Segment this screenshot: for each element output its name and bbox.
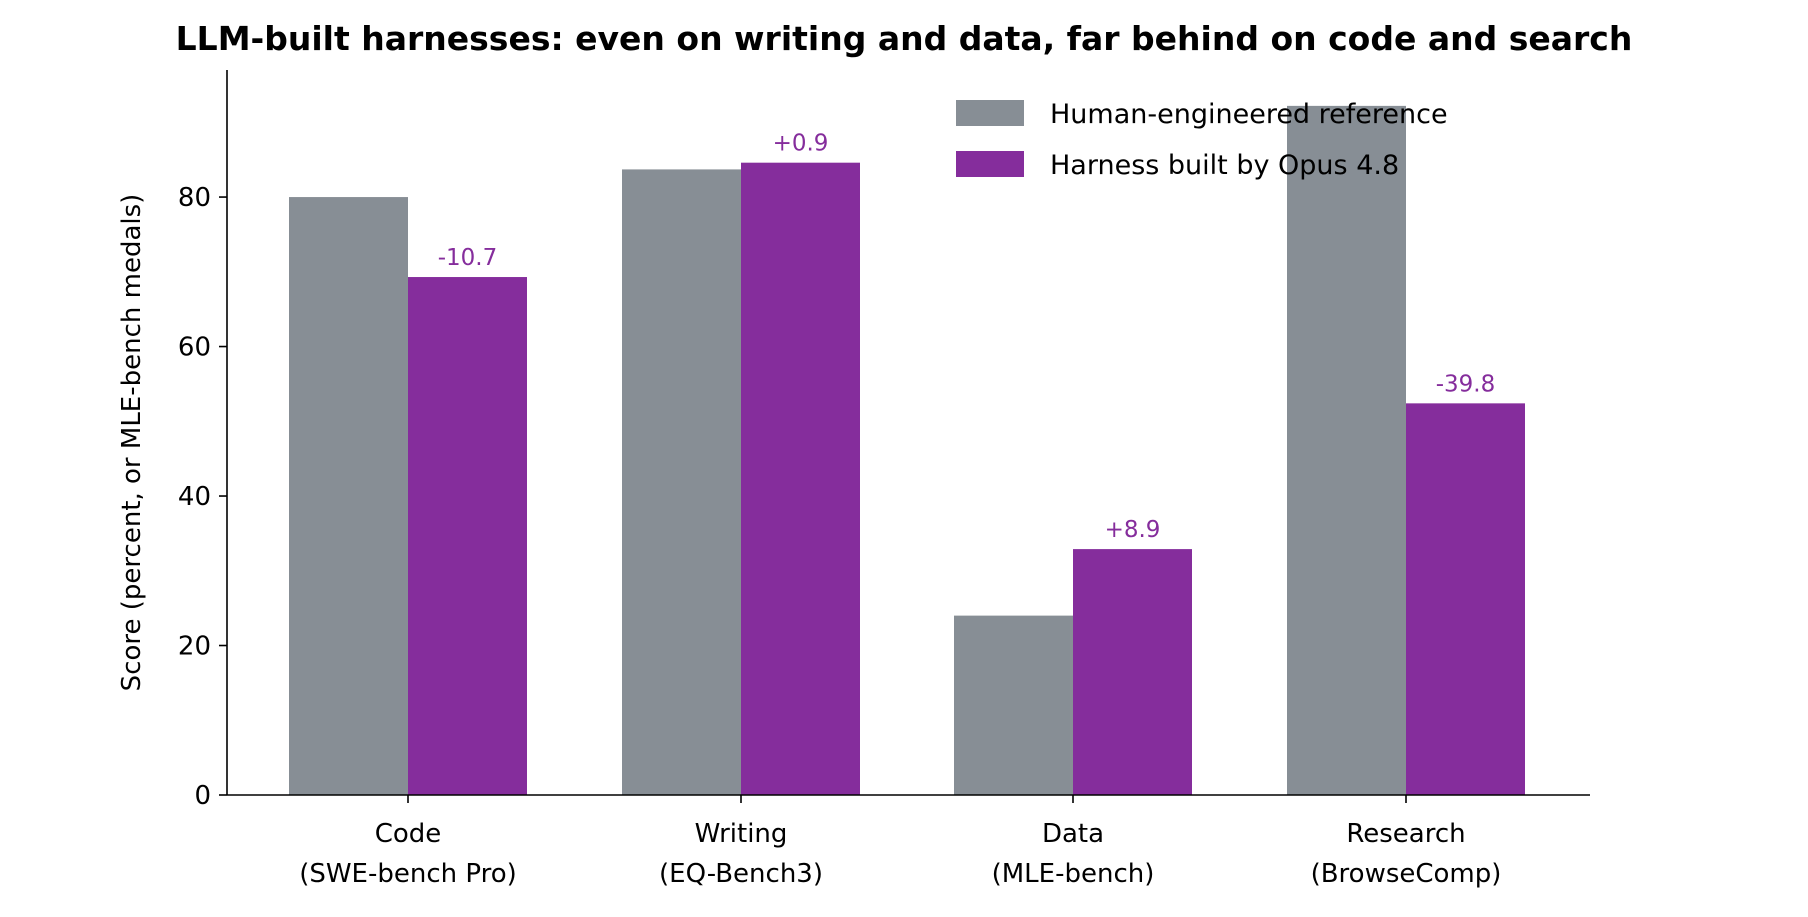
bar-opus-0: [408, 277, 527, 795]
bar-human-3: [1287, 105, 1406, 796]
bar-human-2: [954, 615, 1073, 795]
x-tick-label-1-1: (EQ-Bench3): [659, 859, 823, 889]
x-tick-label-2-0: Data: [1042, 819, 1104, 849]
x-tick-label-3-1: (BrowseComp): [1311, 859, 1502, 889]
legend-label-0: Human-engineered reference: [1050, 99, 1448, 130]
y-axis-label: Score (percent, or MLE-bench medals): [117, 194, 147, 692]
x-tick-label-0-0: Code: [375, 819, 442, 849]
legend-swatch-1: [956, 151, 1024, 177]
bar-opus-2: [1073, 549, 1192, 795]
bar-opus-3: [1406, 403, 1525, 795]
legend-label-1: Harness built by Opus 4.8: [1050, 150, 1399, 181]
legend-swatch-0: [956, 100, 1024, 126]
axes: Code (SWE-bench Pro) Writing (EQ-Bench3) Dat…: [117, 70, 1590, 889]
y-tick-label-0: 0: [194, 781, 211, 811]
plot-area: -10.7 +0.9 +8.9 -39.8: [289, 105, 1525, 796]
data-label-2: +8.9: [1105, 517, 1161, 543]
y-tick-label-2: 40: [178, 482, 211, 512]
data-label-1: +0.9: [773, 131, 829, 157]
y-tick-label-4: 80: [178, 183, 211, 213]
chart-title: LLM-built harnesses: even on writing and…: [176, 19, 1633, 58]
bar-human-1: [622, 169, 741, 795]
y-tick-label-3: 60: [178, 333, 211, 363]
data-label-0: -10.7: [438, 245, 498, 271]
data-label-3: -39.8: [1436, 371, 1496, 397]
x-tick-label-3-0: Research: [1346, 819, 1465, 849]
bar-opus-1: [741, 162, 860, 795]
legend: Human-engineered reference Harness built …: [956, 99, 1448, 181]
y-tick-label-1: 20: [178, 632, 211, 662]
x-tick-label-0-1: (SWE-bench Pro): [299, 859, 517, 889]
x-tick-label-1-0: Writing: [695, 819, 788, 849]
x-tick-label-2-1: (MLE-bench): [992, 859, 1155, 889]
bar-human-0: [289, 197, 408, 795]
